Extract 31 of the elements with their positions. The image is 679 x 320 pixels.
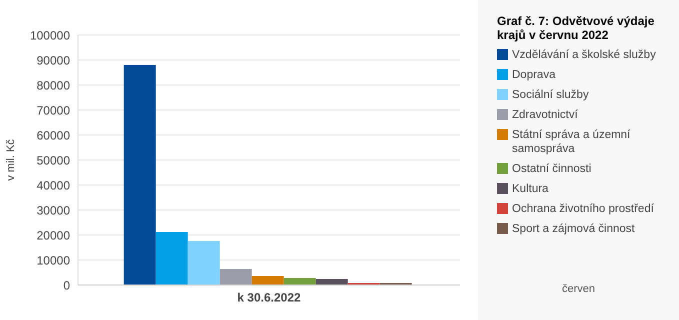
- bar: [316, 279, 348, 285]
- y-tick-label: 60000: [36, 128, 70, 142]
- y-tick-label: 40000: [36, 178, 70, 192]
- legend-label: Sport a zájmová činnost: [512, 222, 635, 236]
- y-tick-label: 100000: [30, 28, 70, 42]
- y-tick-label: 20000: [36, 228, 70, 242]
- legend-label: Státní správa a územní samospráva: [512, 128, 632, 156]
- y-axis-title: v mil. Kč: [4, 138, 17, 181]
- bar: [284, 278, 316, 285]
- x-tick-label: k 30.6.2022: [237, 290, 302, 305]
- bar: [220, 269, 252, 285]
- legend-label: Zdravotnictví: [512, 108, 578, 122]
- text: Graf č. 7: Odvětvové výdaje krajů v červnu 2022: [497, 14, 656, 42]
- bar: [252, 276, 284, 285]
- y-tick-label: 70000: [36, 103, 70, 118]
- text: červen: [560, 283, 596, 295]
- legend-label: Kultura: [512, 182, 548, 196]
- y-tick-label: 10000: [36, 253, 70, 268]
- legend-label: Vzdělávání a školské služby: [512, 48, 656, 62]
- bar: [124, 65, 156, 285]
- y-tick-label: 50000: [36, 153, 70, 168]
- bar: [156, 232, 188, 285]
- legend-label: Sociální služby: [512, 88, 589, 102]
- legend-label: Ostatní činnosti: [512, 162, 592, 176]
- y-tick-label: 90000: [36, 53, 70, 68]
- legend-label: Ochrana životního prostředí: [512, 202, 654, 216]
- bar: [188, 241, 220, 285]
- y-tick-label: 0: [63, 278, 70, 292]
- y-tick-label: 80000: [36, 78, 70, 92]
- legend-label: Doprava: [512, 68, 556, 82]
- y-tick-label: 30000: [36, 203, 70, 218]
